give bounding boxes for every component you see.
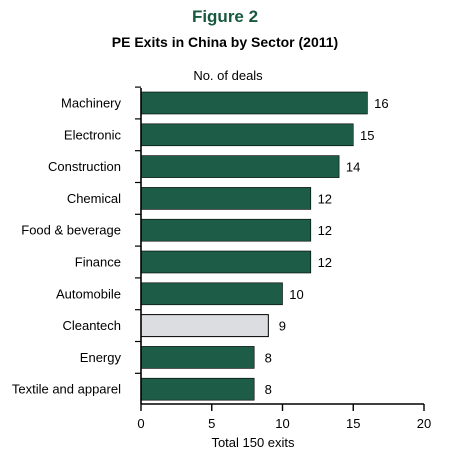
bar-energy bbox=[140, 346, 255, 369]
bar-electronic bbox=[140, 123, 354, 147]
figure-label: Figure 2 bbox=[192, 7, 258, 26]
value-label-machinery: 16 bbox=[374, 96, 388, 111]
x-tick-label: 15 bbox=[346, 416, 360, 431]
x-tick-label: 20 bbox=[417, 416, 431, 431]
category-label-cleantech: Cleantech bbox=[62, 318, 121, 333]
bar-textile-and-apparel bbox=[140, 377, 255, 401]
series-label: No. of deals bbox=[193, 68, 263, 83]
category-label-electronic: Electronic bbox=[64, 127, 122, 142]
bars-group bbox=[140, 91, 368, 401]
value-label-finance: 12 bbox=[318, 255, 332, 270]
category-label-textile-and-apparel: Textile and apparel bbox=[12, 382, 121, 397]
category-label-energy: Energy bbox=[80, 350, 122, 365]
bar-chemical bbox=[140, 187, 312, 210]
bar-construction bbox=[140, 155, 340, 178]
bar-machinery bbox=[140, 91, 368, 115]
category-labels: Machinery Electronic Construction Chemical F… bbox=[12, 96, 122, 397]
x-tick-label: 10 bbox=[275, 416, 289, 431]
value-label-electronic: 15 bbox=[360, 128, 374, 143]
category-label-machinery: Machinery bbox=[61, 96, 121, 111]
bar-food-beverage bbox=[140, 218, 312, 242]
value-label-chemical: 12 bbox=[318, 191, 332, 206]
x-ticks: 0 5 10 15 20 bbox=[137, 404, 431, 431]
bar-cleantech bbox=[140, 314, 269, 338]
bar-automobile bbox=[140, 282, 283, 306]
x-axis-label: Total 150 exits bbox=[211, 435, 295, 450]
category-label-finance: Finance bbox=[75, 255, 121, 270]
x-tick-label: 5 bbox=[208, 416, 215, 431]
category-label-construction: Construction bbox=[48, 159, 121, 174]
bar-finance bbox=[140, 250, 312, 274]
category-label-chemical: Chemical bbox=[67, 191, 121, 206]
value-label-energy: 8 bbox=[265, 350, 272, 365]
chart-title: PE Exits in China by Sector (2011) bbox=[112, 34, 338, 50]
category-label-automobile: Automobile bbox=[56, 286, 121, 301]
value-label-textile-and-apparel: 8 bbox=[265, 382, 272, 397]
category-label-food-beverage: Food & beverage bbox=[21, 223, 121, 238]
value-label-construction: 14 bbox=[346, 160, 360, 175]
value-labels: 16 15 14 12 12 12 10 9 8 8 bbox=[265, 96, 389, 397]
x-tick-label: 0 bbox=[137, 416, 144, 431]
value-label-cleantech: 9 bbox=[279, 319, 286, 334]
value-label-food-beverage: 12 bbox=[318, 223, 332, 238]
value-label-automobile: 10 bbox=[289, 287, 303, 302]
